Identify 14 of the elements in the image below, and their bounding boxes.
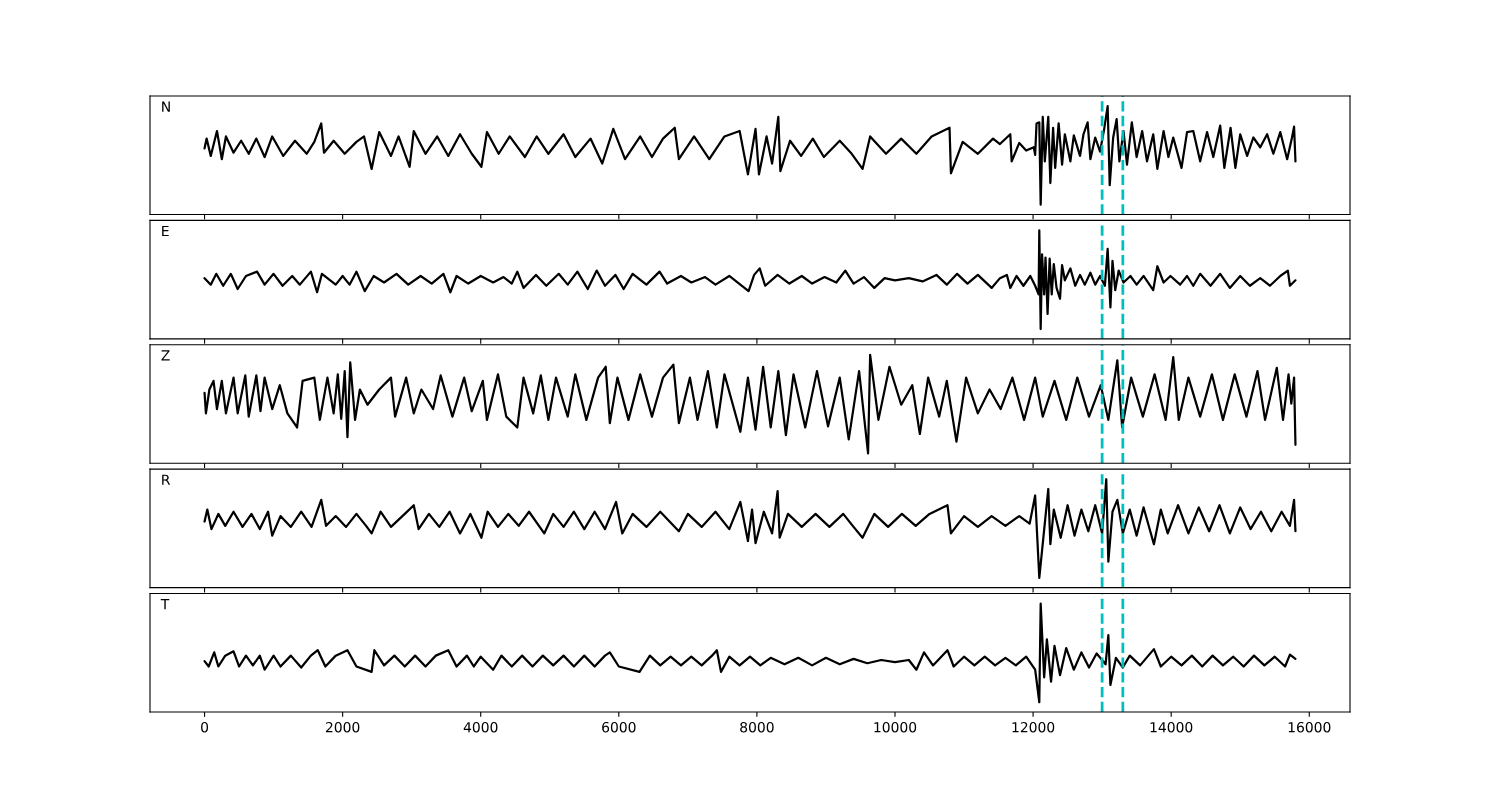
chart-title: N [162, 101, 170, 112]
x-tick-label: 14000 [1150, 721, 1193, 733]
x-tick-label: 12000 [1012, 721, 1055, 733]
x-tick-label: 0 [201, 721, 209, 733]
chart-title: T [160, 599, 170, 610]
chart-title: Z [161, 350, 170, 361]
chart-title: R [162, 474, 171, 485]
x-tick-label: 6000 [602, 721, 636, 733]
x-tick-label: 10000 [874, 721, 917, 733]
chart-title: E [162, 225, 169, 237]
x-tick-label: 2000 [325, 721, 360, 733]
x-tick-label: 8000 [740, 721, 774, 733]
x-tick-label: 16000 [1288, 721, 1331, 733]
x-tick-label: 4000 [463, 721, 498, 733]
